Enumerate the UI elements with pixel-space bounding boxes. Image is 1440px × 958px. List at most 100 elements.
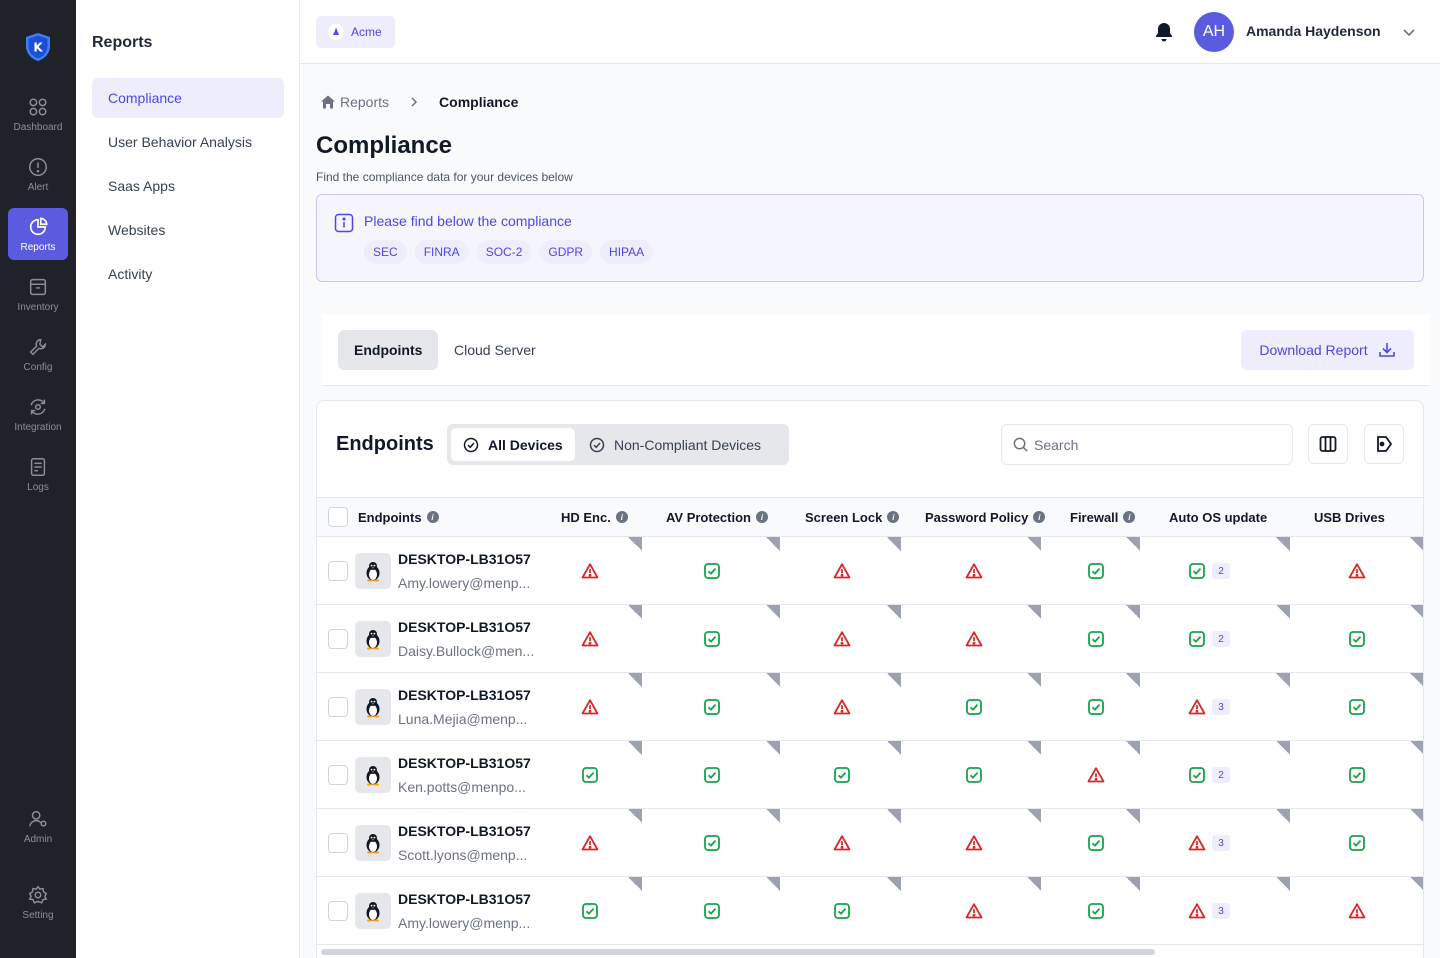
rail-item-admin[interactable]: Admin [8, 800, 68, 852]
warning-triangle-icon [833, 698, 851, 716]
column-header-av-protection[interactable]: AV Protection i [666, 498, 768, 536]
device-email: Ken.potts@menpo... [398, 779, 526, 795]
corner-flag-icon [628, 537, 642, 551]
device-name[interactable]: DESKTOP-LB31O57 [398, 619, 531, 635]
table-row[interactable]: DESKTOP-LB31O57 Amy.lowery@menp... 3 [317, 877, 1423, 945]
table-row[interactable]: DESKTOP-LB31O57 Amy.lowery@menp... 2 [317, 537, 1423, 605]
rail-item-label: Dashboard [13, 122, 63, 133]
columns-icon [1319, 436, 1337, 452]
row-checkbox[interactable] [328, 697, 348, 717]
home-icon[interactable] [320, 94, 336, 110]
subnav-item-saas-apps[interactable]: Saas Apps [108, 178, 175, 194]
subnav-title: Reports [92, 34, 153, 51]
info-icon[interactable]: i [1033, 511, 1046, 523]
corner-flag-icon [766, 741, 780, 755]
horizontal-scrollbar[interactable] [321, 949, 1155, 955]
column-label: USB Drives [1314, 509, 1385, 525]
rail-item-logs[interactable]: Logs [8, 448, 68, 500]
column-header-auto-os-update[interactable]: Auto OS update [1169, 498, 1267, 536]
table-row[interactable]: DESKTOP-LB31O57 Daisy.Bullock@men... 2 [317, 605, 1423, 673]
search-input[interactable] [1034, 436, 1284, 453]
row-checkbox[interactable] [328, 901, 348, 921]
table-row[interactable]: DESKTOP-LB31O57 Luna.Mejia@menp... 3 [317, 673, 1423, 741]
column-header-endpoints[interactable]: Endpoints i [358, 498, 439, 536]
subnav-item-websites[interactable]: Websites [108, 222, 166, 238]
subnav-item-compliance[interactable]: Compliance [92, 78, 284, 118]
avatar[interactable]: AH [1194, 12, 1234, 52]
rail-item-reports[interactable]: Reports [8, 208, 68, 260]
user-name[interactable]: Amanda Haydenson [1246, 23, 1381, 39]
column-label: HD Enc. [561, 509, 611, 525]
info-icon[interactable]: i [615, 511, 628, 523]
breadcrumb-root[interactable]: Reports [340, 94, 390, 110]
bell-icon[interactable] [1152, 20, 1176, 44]
tab-cloud-server[interactable]: Cloud Server [454, 342, 536, 358]
device-name[interactable]: DESKTOP-LB31O57 [398, 891, 531, 907]
corner-flag-icon [1276, 809, 1290, 823]
rail-item-integration[interactable]: Integration [8, 388, 68, 440]
search-box [1001, 424, 1293, 465]
corner-flag-icon [1126, 673, 1140, 687]
column-header-screen-lock[interactable]: Screen Lock i [805, 498, 900, 536]
table-row[interactable]: DESKTOP-LB31O57 Ken.potts@menpo... 2 [317, 741, 1423, 809]
info-icon[interactable]: i [887, 511, 900, 523]
card-title: Endpoints [336, 433, 434, 455]
rail-item-label: Setting [22, 910, 54, 921]
column-header-firewall[interactable]: Firewall i [1070, 498, 1136, 536]
corner-flag-icon [1027, 741, 1041, 755]
app-logo-letter: K [33, 41, 43, 55]
rail-item-setting[interactable]: Setting [8, 876, 68, 928]
corner-flag-icon [887, 809, 901, 823]
info-icon[interactable]: i [426, 511, 439, 523]
device-name[interactable]: DESKTOP-LB31O57 [398, 823, 531, 839]
warning-triangle-icon [1348, 562, 1366, 580]
row-checkbox[interactable] [328, 833, 348, 853]
info-icon[interactable]: i [756, 511, 768, 523]
segment-all-devices[interactable]: All Devices [451, 428, 575, 461]
select-all-checkbox[interactable] [328, 507, 348, 527]
row-checkbox[interactable] [328, 561, 348, 581]
corner-flag-icon [628, 741, 642, 755]
org-switcher[interactable]: ♟ Acme [316, 16, 395, 48]
warning-triangle-icon [581, 562, 599, 580]
table-header: Endpoints i HD Enc. i AV Protection i Sc… [317, 497, 1423, 537]
update-count-badge: 3 [1212, 835, 1230, 851]
subnav-item-user-behavior-analysis[interactable]: User Behavior Analysis [108, 134, 252, 150]
corner-flag-icon [628, 605, 642, 619]
rail-item-inventory[interactable]: Inventory [8, 268, 68, 320]
rail-item-label: Inventory [17, 302, 59, 313]
update-count-badge: 2 [1212, 631, 1230, 647]
rail-item-dashboard[interactable]: Dashboard [8, 88, 68, 140]
chevron-down-icon[interactable] [1401, 24, 1417, 40]
segment-non-compliant-devices[interactable]: Non-Compliant Devices [577, 428, 773, 461]
corner-flag-icon [1410, 877, 1423, 891]
table-row[interactable]: DESKTOP-LB31O57 Scott.lyons@menp... 3 [317, 809, 1423, 877]
columns-button[interactable] [1308, 424, 1348, 464]
device-name[interactable]: DESKTOP-LB31O57 [398, 687, 531, 703]
rail-item-config[interactable]: Config [8, 328, 68, 380]
org-icon: ♟ [328, 24, 344, 40]
corner-flag-icon [887, 537, 901, 551]
row-checkbox[interactable] [328, 765, 348, 785]
column-header-hd-enc[interactable]: HD Enc. i [561, 498, 628, 536]
corner-flag-icon [1126, 605, 1140, 619]
corner-flag-icon [766, 673, 780, 687]
chevron-right-icon [411, 97, 418, 107]
row-checkbox[interactable] [328, 629, 348, 649]
info-icon[interactable]: i [1123, 511, 1136, 523]
rail-item-label: Integration [14, 422, 62, 433]
warning-triangle-icon [1087, 766, 1105, 784]
filter-button[interactable] [1364, 424, 1404, 464]
app-logo-icon[interactable]: K [24, 32, 52, 62]
update-count-badge: 2 [1212, 563, 1230, 579]
column-header-password-policy[interactable]: Password Policy i [925, 498, 1046, 536]
tab-endpoints[interactable]: Endpoints [338, 330, 439, 370]
device-name[interactable]: DESKTOP-LB31O57 [398, 551, 531, 567]
column-header-usb-drives[interactable]: USB Drives [1314, 498, 1385, 536]
device-name[interactable]: DESKTOP-LB31O57 [398, 755, 531, 771]
download-report-button[interactable]: Download Report [1241, 330, 1414, 370]
segment-label: Non-Compliant Devices [614, 436, 762, 453]
subnav-item-activity[interactable]: Activity [108, 266, 153, 282]
rail-item-alert[interactable]: Alert [8, 148, 68, 200]
file-text-icon [30, 458, 46, 476]
